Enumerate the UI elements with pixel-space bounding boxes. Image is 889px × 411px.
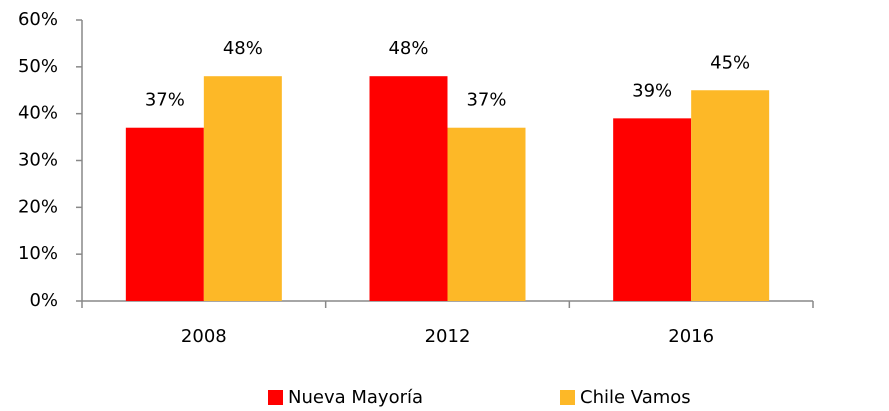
bar [203, 76, 282, 301]
x-tick-label: 2016 [668, 326, 714, 347]
bar [691, 90, 770, 301]
legend-label: Chile Vamos [580, 387, 691, 408]
x-tick-label: 2008 [181, 326, 227, 347]
x-tick-label: 2012 [425, 326, 471, 347]
value-label: 39% [632, 80, 672, 101]
bar [447, 127, 526, 301]
bar [613, 118, 692, 301]
y-tick-label: 60% [18, 9, 58, 30]
y-tick-label: 50% [18, 56, 58, 77]
value-label: 48% [388, 38, 428, 59]
y-tick-label: 0% [29, 290, 58, 311]
legend-label: Nueva Mayoría [288, 387, 423, 408]
value-label: 37% [466, 90, 506, 111]
legend-swatch [560, 390, 575, 405]
value-label: 45% [710, 52, 750, 73]
y-tick-label: 10% [18, 243, 58, 264]
value-label: 48% [223, 38, 263, 59]
y-tick-label: 20% [18, 196, 58, 217]
y-tick-label: 30% [18, 150, 58, 171]
legend-swatch [268, 390, 283, 405]
y-tick-label: 40% [18, 103, 58, 124]
bar [369, 76, 448, 301]
value-label: 37% [145, 90, 185, 111]
bar [125, 127, 204, 301]
